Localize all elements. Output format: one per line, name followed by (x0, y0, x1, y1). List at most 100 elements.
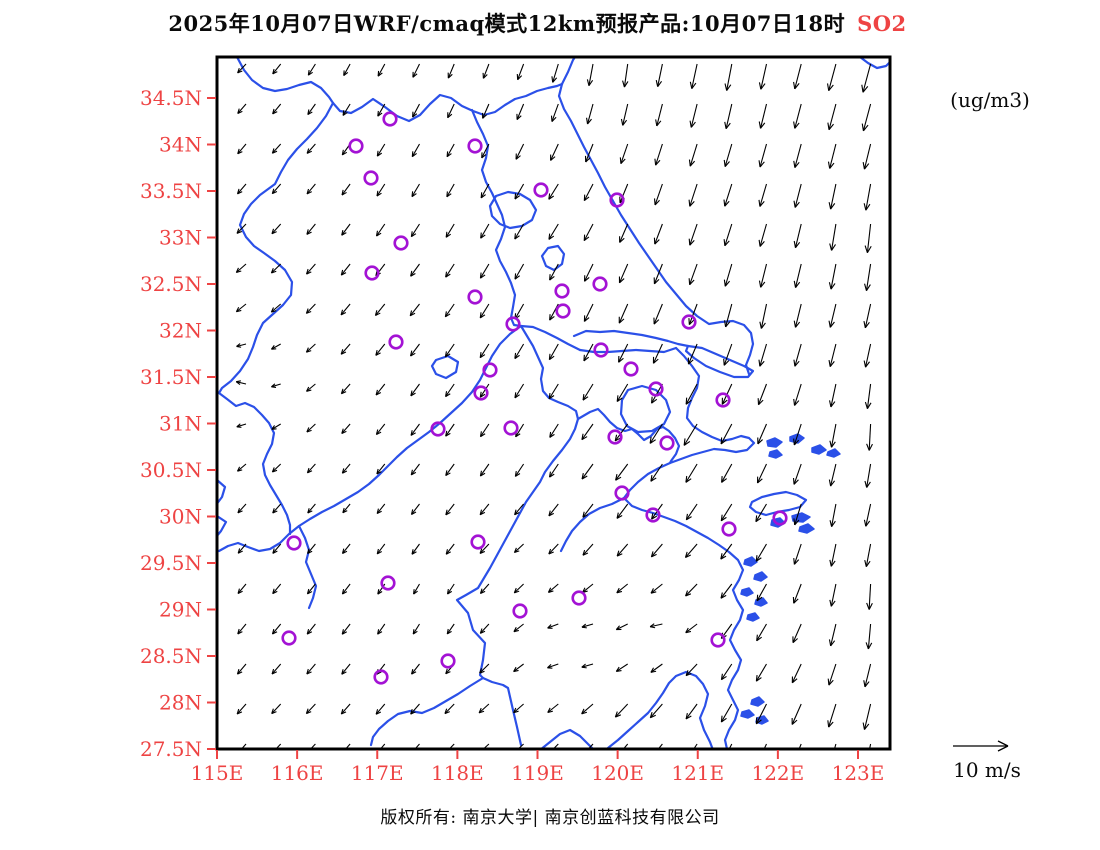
wind-arrow-head (515, 433, 521, 438)
wind-arrow (755, 703, 767, 725)
wind-arrow (446, 623, 455, 635)
wind-arrow (514, 303, 525, 320)
wind-arrow-head (795, 241, 801, 249)
wind-arrow-head (515, 155, 521, 160)
wind-arrow (689, 223, 698, 246)
wind-arrow-head (444, 711, 450, 715)
wind-arrow (867, 623, 872, 650)
wind-arrow-head (794, 83, 800, 90)
wind-arrow (685, 663, 698, 676)
station-marker (681, 314, 697, 330)
wind-arrow-head (830, 640, 836, 647)
wind-arrow-head (829, 520, 833, 527)
wind-arrow-head (272, 108, 275, 115)
lake-or-island-outline (430, 354, 460, 380)
wind-arrow-head (236, 345, 242, 348)
wind-arrow-head (410, 231, 413, 237)
wind-arrow-head (691, 82, 697, 89)
wind-arrow (584, 263, 594, 282)
wind-arrow-head (861, 123, 864, 131)
wind-arrow (376, 143, 386, 157)
wind-arrow (619, 223, 629, 243)
wind-arrow-head (445, 472, 451, 477)
wind-arrow (831, 223, 837, 251)
wind-arrow-head (688, 238, 691, 246)
wind-arrow (759, 183, 768, 207)
wind-arrow-head (444, 708, 448, 714)
wind-arrow (829, 343, 837, 367)
lake-or-island-outline (488, 190, 538, 230)
wind-arrow-head (616, 395, 619, 402)
wind-arrow-head (272, 508, 275, 514)
wind-arrow (447, 63, 455, 79)
wind-arrow-head (831, 441, 836, 448)
wind-arrow-head (412, 113, 418, 118)
wind-arrow (547, 663, 559, 669)
wind-arrow-head (375, 711, 382, 715)
wind-arrow (307, 63, 316, 76)
wind-arrow (548, 583, 559, 593)
wind-arrow-head (410, 350, 413, 357)
wind-arrow-head (271, 428, 277, 430)
wind-arrow-head (445, 668, 448, 674)
station-marker (505, 316, 521, 332)
wind-arrow (480, 183, 490, 199)
wind-arrow-head (411, 551, 417, 555)
wind-arrow (865, 183, 872, 211)
wind-arrow (685, 383, 698, 405)
wind-arrow-head (583, 356, 590, 362)
wind-arrow (410, 223, 420, 237)
wind-arrow-head (791, 678, 798, 684)
wind-arrow-head (514, 193, 517, 200)
axes-group: 34.5N 34N 33.5N 33N 32.5N 32N 31.5N 31N 30.5N 30N… (140, 86, 884, 785)
wind-arrow-head (864, 322, 870, 329)
station-marker (533, 182, 549, 198)
wind-arrow-head (271, 425, 275, 430)
wind-arrow-head (683, 438, 686, 446)
wind-arrow-head (830, 600, 836, 607)
wind-arrow-head (864, 283, 867, 291)
wind-arrow-head (375, 352, 381, 356)
wind-arrow-head (724, 121, 727, 129)
wind-arrow (720, 583, 733, 599)
wind-arrow-head (271, 711, 277, 715)
wind-arrow (720, 703, 733, 723)
wind-arrow-head (758, 82, 762, 90)
wind-arrow-head (723, 239, 726, 246)
wind-arrow (829, 303, 837, 328)
wind-arrow-head (830, 203, 836, 210)
wind-arrow (482, 63, 490, 79)
boundary-line (236, 58, 564, 123)
wind-arrow (685, 543, 698, 558)
wind-arrow-head (864, 480, 868, 488)
wind-arrow (272, 583, 282, 595)
wind-arrow-head (513, 547, 517, 553)
wind-arrow-head (863, 321, 866, 328)
wind-arrow (236, 223, 247, 234)
wind-arrow-head (480, 630, 486, 634)
wind-arrow (724, 263, 733, 287)
wind-arrow-head (793, 280, 797, 288)
wind-arrow (306, 183, 316, 195)
wind-arrow-head (514, 354, 520, 360)
lat-tick-label: 30.5N (140, 458, 202, 482)
lake-or-island-outline (684, 344, 755, 379)
wind-arrow-head (866, 602, 870, 610)
wind-arrow (341, 383, 351, 395)
wind-arrow-head (410, 708, 413, 715)
wind-arrow-head (655, 159, 661, 166)
wind-arrow-head (410, 752, 415, 754)
wind-arrow (689, 183, 698, 207)
wind-arrow-head (794, 201, 800, 208)
wind-arrow-head (618, 357, 624, 363)
wind-arrow-head (829, 321, 835, 328)
wind-arrow-head (306, 310, 312, 314)
wind-arrow-head (271, 467, 275, 473)
wind-arrow-head (513, 626, 517, 632)
wind-arrow-head (549, 473, 555, 478)
wind-arrow-head (236, 270, 242, 274)
wind-arrow (724, 143, 733, 167)
wind-arrow-head (760, 122, 766, 129)
wind-arrow (310, 743, 316, 748)
wind-arrow-head (236, 708, 240, 715)
